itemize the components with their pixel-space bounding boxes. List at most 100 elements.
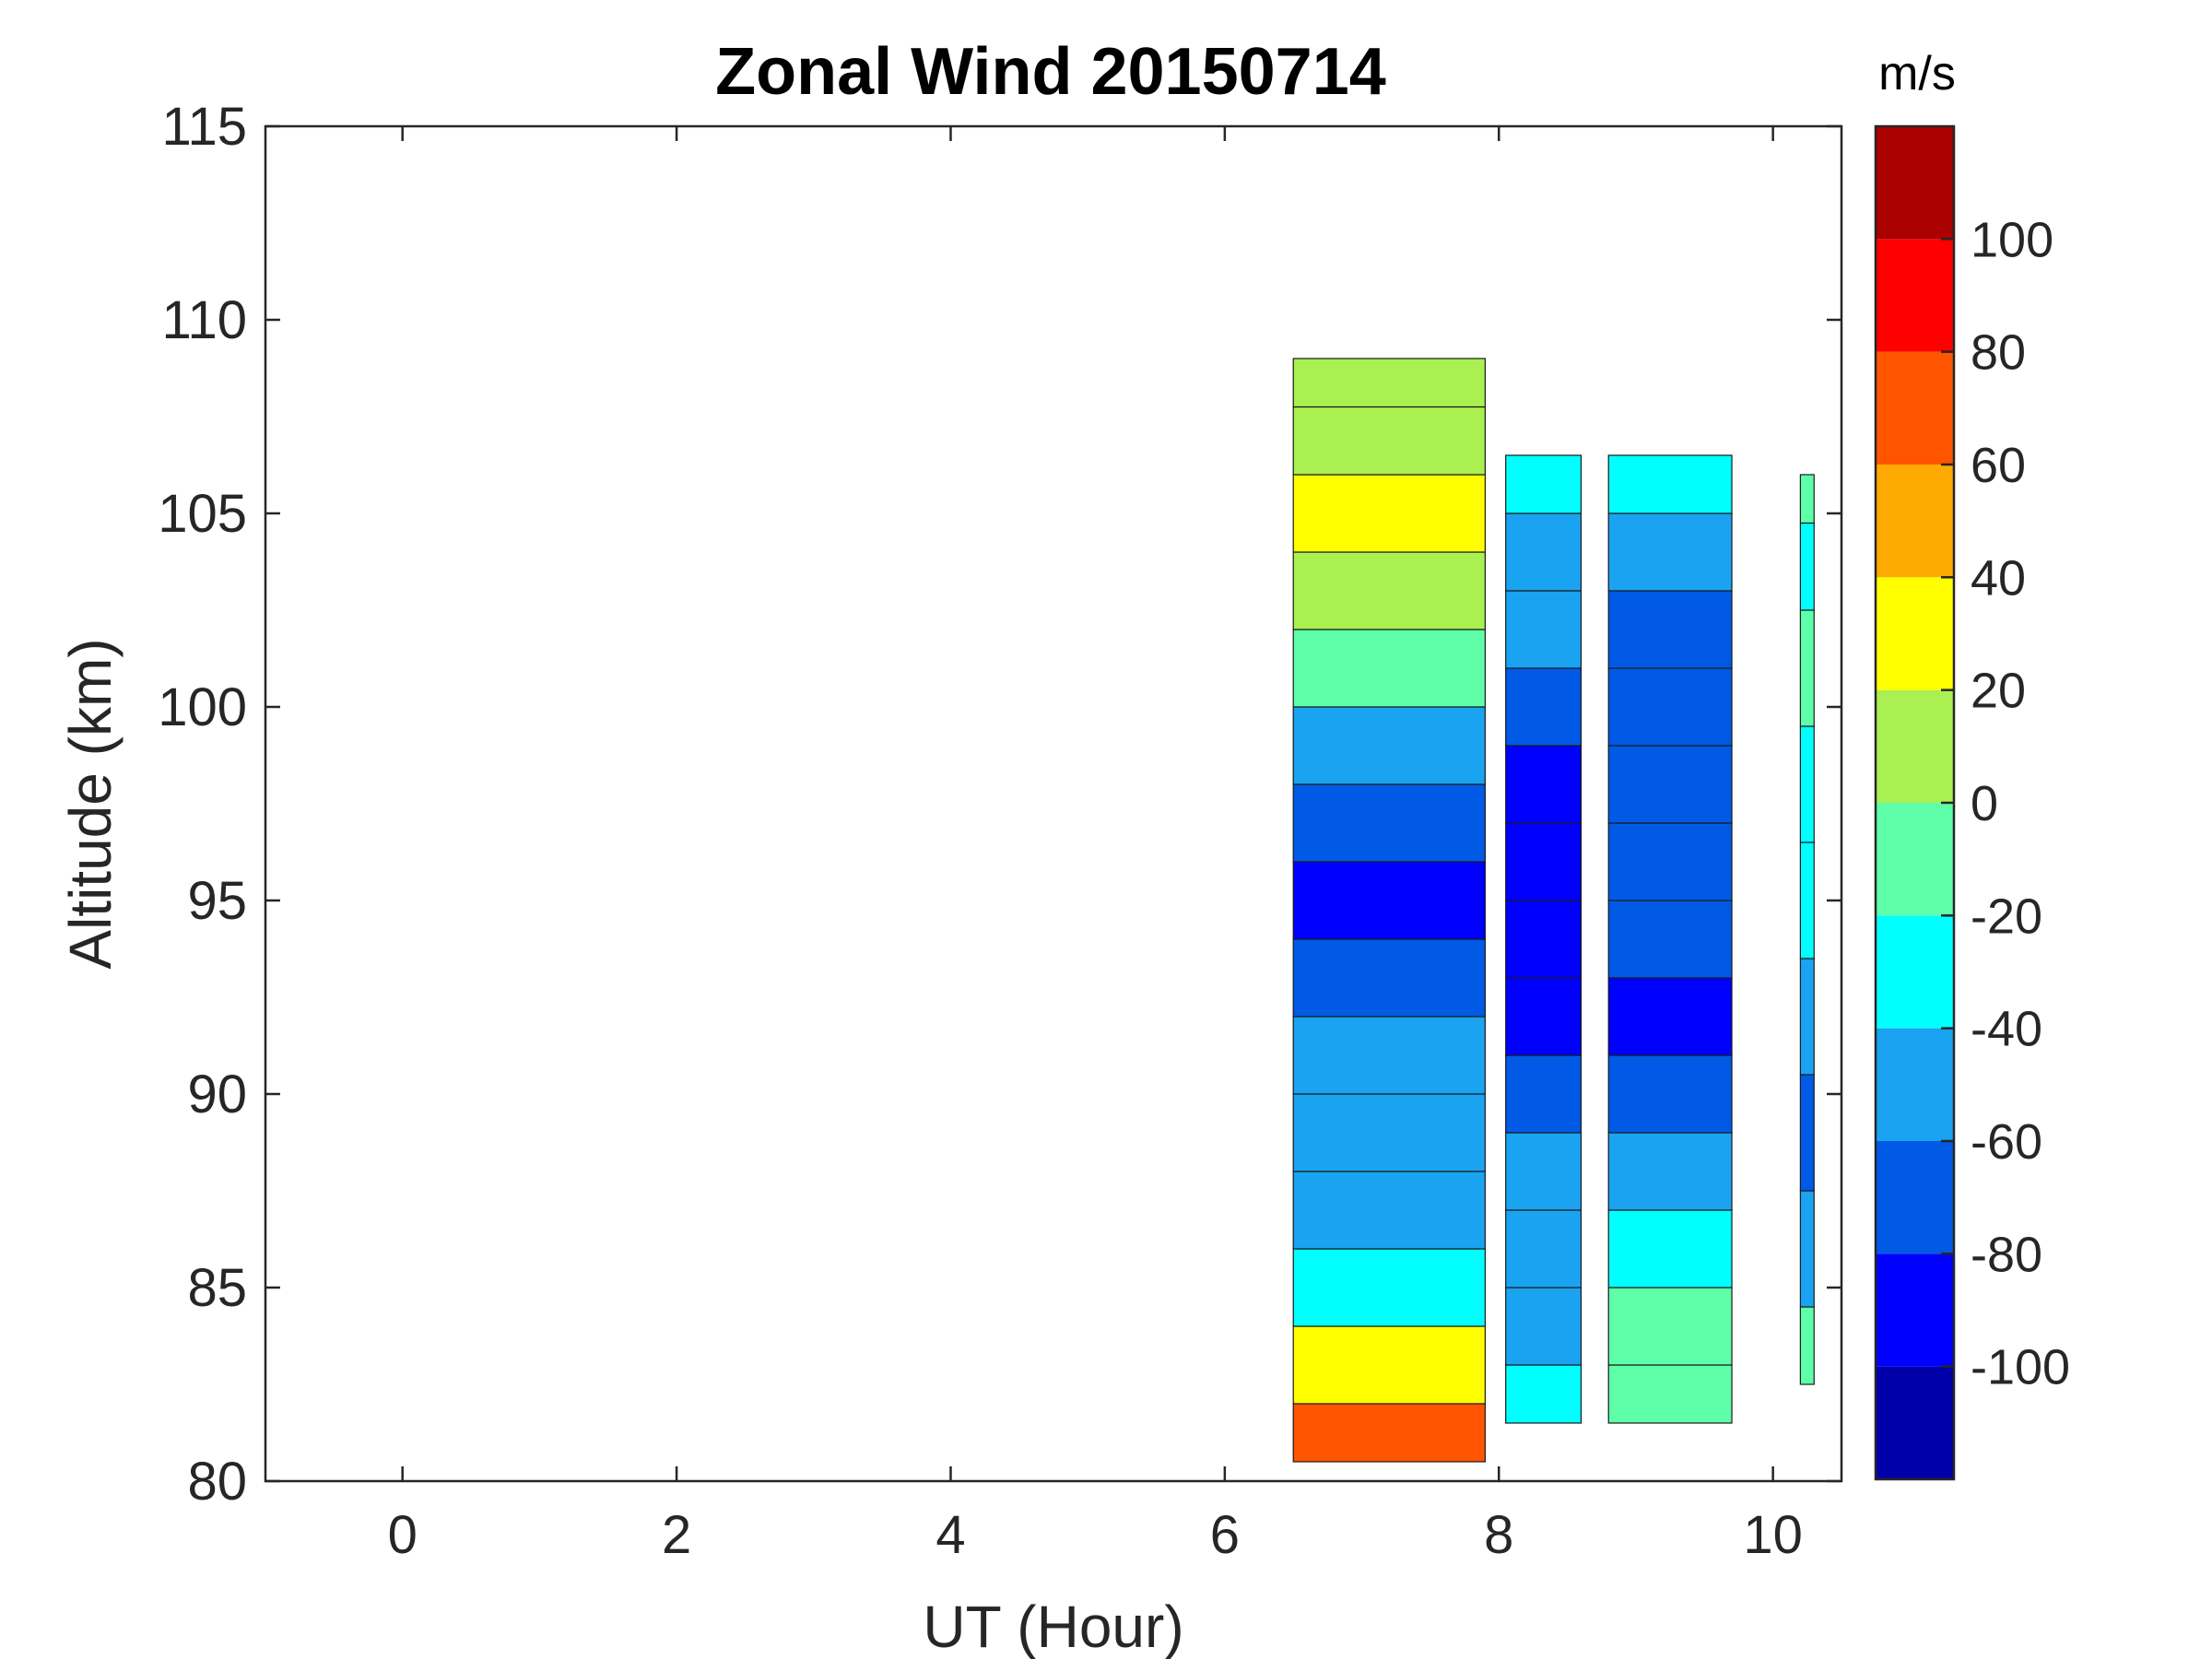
colorbar-tick-label: -80 [1971, 1227, 2042, 1282]
colorbar-band [1876, 1253, 1954, 1367]
colorbar-ticks: -100 -80 -60 -40 -20 0 20 40 60 80 100 [1941, 212, 2070, 1395]
contour-cell [1607, 1209, 1733, 1288]
contour-cell [1607, 454, 1733, 514]
y-tick-label: 95 [187, 871, 247, 931]
contour-cell [1607, 1132, 1733, 1211]
contour-cell [1799, 474, 1815, 524]
contour-cell [1799, 522, 1815, 611]
x-tick-label: 2 [662, 1505, 691, 1565]
contour-cell [1292, 551, 1486, 630]
contour-cell [1505, 745, 1583, 824]
contour-cell [1292, 629, 1486, 708]
contour-cell [1799, 609, 1815, 727]
contour-cell [1505, 1287, 1583, 1366]
contour-cell [1607, 512, 1733, 592]
colorbar-tick-label: 80 [1971, 325, 2026, 381]
contour-cell [1505, 1209, 1583, 1288]
y-axis-title: Altitude (km) [57, 638, 124, 969]
colorbar-band [1876, 351, 1954, 465]
contour-cell [1505, 512, 1583, 592]
x-axis: 0 2 4 6 8 10 [388, 126, 1803, 1565]
colorbar-band [1876, 915, 1954, 1029]
colorbar: -100 -80 -60 -40 -20 0 20 40 60 80 100 m/s [1874, 47, 2070, 1481]
contour-cell [1292, 1403, 1486, 1463]
plot-background [265, 126, 1841, 1481]
contour-cell [1607, 977, 1733, 1056]
colorbar-tick-label: 100 [1971, 212, 2053, 267]
data-blocks [1292, 358, 1815, 1463]
x-tick-label: 8 [1484, 1505, 1513, 1565]
x-axis-title: UT (Hour) [923, 1594, 1183, 1659]
y-tick-label: 90 [187, 1065, 247, 1124]
data-block-3 [1607, 454, 1733, 1424]
contour-cell [1292, 474, 1486, 553]
contour-cell [1799, 1306, 1815, 1385]
contour-cell [1292, 1093, 1486, 1172]
contour-cell [1292, 406, 1486, 476]
data-block-2 [1505, 454, 1583, 1424]
contour-cell [1607, 745, 1733, 824]
contour-cell [1607, 822, 1733, 901]
colorbar-tick-label: -20 [1971, 888, 2042, 944]
contour-cell [1505, 667, 1583, 747]
chart-title: Zonal Wind 20150714 [715, 35, 1386, 109]
y-tick-label: 110 [162, 290, 247, 350]
y-axis: 80 85 90 95 100 105 110 115 [158, 97, 1841, 1512]
contour-cell [1607, 1287, 1733, 1366]
contour-cell [1292, 1248, 1486, 1327]
contour-cell [1607, 667, 1733, 747]
plot-area: 0 2 4 6 8 10 80 85 90 95 100 105 110 115 [158, 97, 1843, 1565]
contour-cell [1292, 1171, 1486, 1250]
colorbar-tick-label: 60 [1971, 438, 2026, 493]
contour-cell [1505, 454, 1583, 514]
colorbar-band [1876, 239, 1954, 352]
colorbar-tick-label: 0 [1971, 776, 1998, 831]
colorbar-tick-label: -60 [1971, 1114, 2042, 1170]
contour-cell [1607, 1364, 1733, 1424]
contour-cell [1799, 1190, 1815, 1308]
colorbar-band [1876, 1028, 1954, 1141]
colorbar-tick-label: 40 [1971, 550, 2026, 606]
colorbar-tick-label: -100 [1971, 1340, 2070, 1395]
x-tick-label: 6 [1210, 1505, 1240, 1565]
colorbar-band [1876, 126, 1954, 240]
contour-cell [1799, 958, 1815, 1076]
contour-cell [1505, 590, 1583, 669]
contour-cell [1292, 706, 1486, 785]
y-tick-label: 80 [187, 1452, 247, 1512]
contour-cell [1799, 725, 1815, 843]
contour-cell [1607, 1054, 1733, 1134]
contour-cell [1292, 1325, 1486, 1405]
contour-cell [1292, 1016, 1486, 1095]
contour-cell [1607, 590, 1733, 669]
x-tick-label: 4 [935, 1505, 965, 1565]
contour-cell [1505, 1364, 1583, 1424]
data-block-1 [1292, 358, 1486, 1463]
contour-cell [1505, 1132, 1583, 1211]
colorbar-bands [1876, 126, 1954, 1479]
contour-cell [1799, 1074, 1815, 1192]
contour-cell [1505, 822, 1583, 901]
contour-cell [1292, 358, 1486, 408]
contour-cell [1292, 938, 1486, 1018]
colorbar-band [1876, 577, 1954, 690]
y-tick-label: 105 [158, 484, 247, 544]
contour-cell [1505, 977, 1583, 1056]
plot-frame [264, 124, 1843, 1483]
data-block-4 [1799, 474, 1815, 1385]
contour-cell [1505, 900, 1583, 979]
colorbar-tick-label: 20 [1971, 664, 2026, 719]
x-tick-label: 0 [388, 1505, 418, 1565]
y-tick-label: 115 [162, 97, 247, 157]
colorbar-unit: m/s [1878, 47, 1956, 100]
contour-cell [1292, 783, 1486, 863]
y-tick-label: 85 [187, 1258, 247, 1318]
colorbar-band [1876, 689, 1954, 803]
colorbar-band [1876, 1141, 1954, 1254]
y-tick-label: 100 [158, 677, 247, 737]
x-tick-label: 10 [1743, 1505, 1803, 1565]
colorbar-band [1876, 1366, 1954, 1479]
contour-cell [1505, 1054, 1583, 1134]
contour-cell [1292, 861, 1486, 940]
